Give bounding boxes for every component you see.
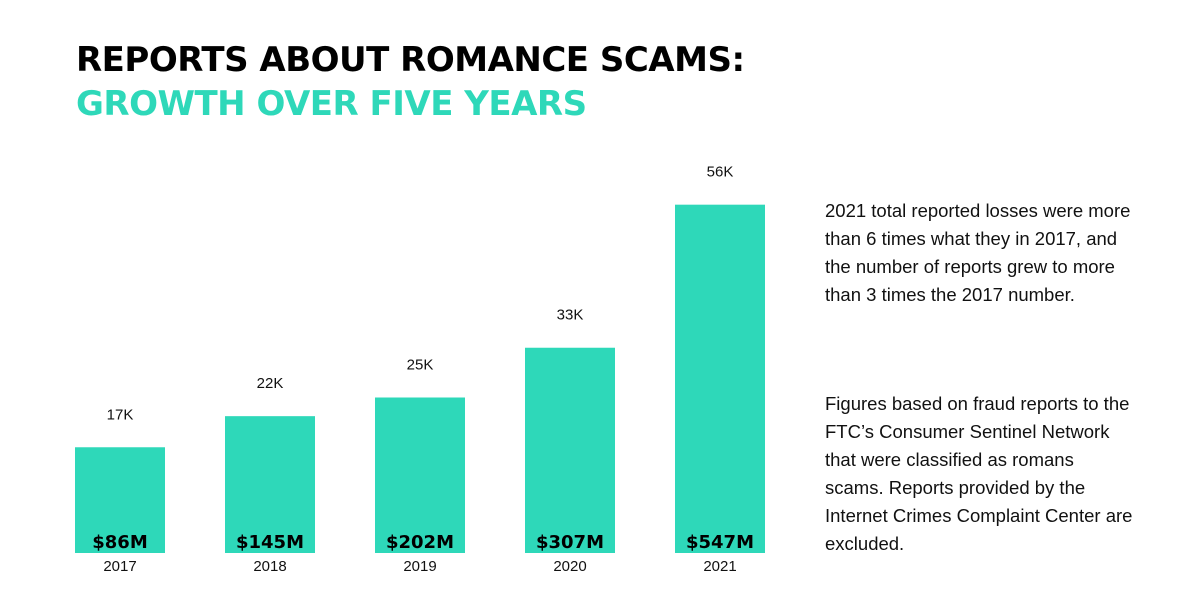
bar-inner-label: $202M [386, 532, 454, 553]
bar-2018 [225, 416, 315, 553]
x-tick-label: 2017 [103, 558, 136, 575]
bar-2019 [375, 397, 465, 553]
bar-2021 [675, 204, 765, 553]
x-tick-label: 2018 [253, 558, 286, 575]
bar-inner-label: $145M [236, 532, 304, 553]
bar-inner-label: $307M [536, 532, 604, 553]
bar-value-label: 22K [257, 375, 284, 392]
bar-2020 [525, 347, 615, 553]
bar-value-label: 17K [107, 406, 134, 423]
x-tick-label: 2021 [703, 558, 736, 575]
bar-value-label: 25K [407, 357, 434, 374]
chart-subtitle: GROWTH OVER FIVE YEARS [76, 84, 587, 124]
summary-note: 2021 total reported losses were more tha… [825, 200, 1131, 305]
bar-value-label: 33K [557, 307, 584, 324]
bar-inner-label: $86M [92, 532, 148, 553]
source-note: Figures based on fraud reports to the FT… [825, 393, 1133, 554]
x-tick-label: 2019 [403, 558, 436, 575]
chart-title: REPORTS ABOUT ROMANCE SCAMS: [76, 40, 745, 80]
x-tick-label: 2020 [553, 558, 586, 575]
bar-chart: 17K $86M 2017 22K $145M 2018 25K $202M 2019 33K $3… [75, 164, 765, 575]
bar-inner-label: $547M [686, 532, 754, 553]
bar-value-label: 56K [707, 164, 734, 181]
bar-2017 [75, 447, 165, 553]
